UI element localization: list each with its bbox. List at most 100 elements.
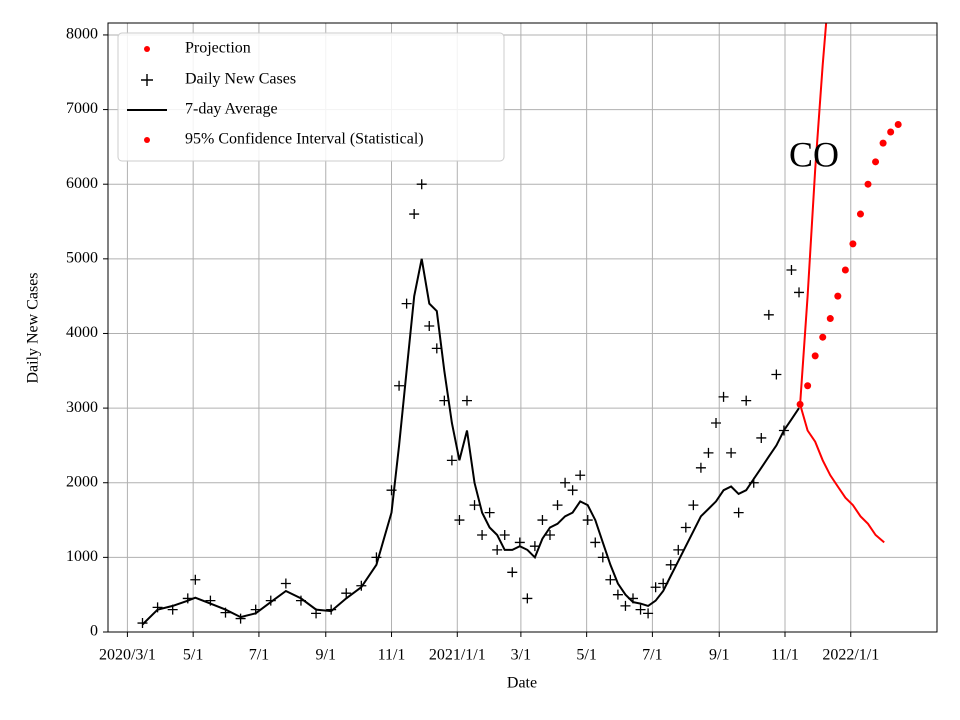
daily-case-marker <box>582 515 593 526</box>
daily-case-marker <box>726 447 737 458</box>
daily-case-marker <box>665 559 676 570</box>
average-line <box>141 258 800 626</box>
y-axis-label: Daily New Cases <box>25 272 42 383</box>
projection-point <box>856 210 864 218</box>
projection-point <box>819 333 827 341</box>
daily-case-marker <box>733 507 744 518</box>
projection-point <box>804 382 812 390</box>
daily-case-marker <box>484 507 495 518</box>
daily-case-marker <box>386 485 397 496</box>
daily-case-marker <box>763 309 774 320</box>
daily-case-marker <box>688 500 699 511</box>
daily-case-marker <box>786 265 797 276</box>
projection-point <box>864 180 872 188</box>
legend-swatch <box>144 46 150 52</box>
daily-case-marker <box>265 595 276 606</box>
x-tick-label: 11/1 <box>378 647 406 664</box>
daily-case-marker <box>650 582 661 593</box>
x-tick-label: 5/1 <box>183 647 203 664</box>
daily-case-marker <box>635 604 646 615</box>
daily-case-marker <box>794 287 805 298</box>
y-tick-label: 8000 <box>66 26 98 43</box>
legend-swatch <box>141 74 153 86</box>
daily-case-marker <box>643 608 654 619</box>
projection-point <box>887 128 895 136</box>
legend-box <box>117 32 505 162</box>
daily-case-marker <box>703 447 714 458</box>
legend-swatch <box>144 137 150 143</box>
daily-case-marker <box>182 593 193 604</box>
daily-case-marker <box>461 395 472 406</box>
x-tick-label: 5/1 <box>576 647 596 664</box>
daily-case-marker <box>394 380 405 391</box>
daily-case-marker <box>627 593 638 604</box>
projection-point <box>894 121 902 128</box>
daily-case-marker <box>439 395 450 406</box>
daily-case-marker <box>492 544 503 555</box>
ci-upper-line <box>799 23 828 405</box>
daily-case-marker <box>341 588 352 599</box>
daily-case-marker <box>431 343 442 354</box>
x-tick-label: 11/1 <box>771 647 799 664</box>
daily-case-marker <box>167 604 178 615</box>
annotation: CO <box>789 134 839 174</box>
daily-case-marker <box>152 602 163 613</box>
daily-case-marker <box>454 515 465 526</box>
x-tick-label: 9/1 <box>709 647 729 664</box>
daily-case-marker <box>205 595 216 606</box>
daily-case-marker <box>778 425 789 436</box>
daily-case-marker <box>567 485 578 496</box>
daily-case-marker <box>326 604 337 615</box>
x-tick-label: 2022/1/1 <box>822 647 879 664</box>
daily-case-marker <box>235 613 246 624</box>
daily-case-marker <box>416 179 427 190</box>
daily-case-marker <box>695 462 706 473</box>
daily-case-marker <box>741 395 752 406</box>
daily-case-marker <box>711 418 722 429</box>
x-tick-label: 2020/3/1 <box>99 647 156 664</box>
daily-case-marker <box>371 552 382 563</box>
x-axis-label: Date <box>507 675 537 692</box>
daily-case-marker <box>514 537 525 548</box>
daily-case-marker <box>356 580 367 591</box>
y-tick-label: 6000 <box>66 175 98 192</box>
projection-point <box>811 352 819 360</box>
daily-case-marker <box>771 369 782 380</box>
daily-case-marker <box>424 321 435 332</box>
daily-case-marker <box>446 455 457 466</box>
daily-case-marker <box>190 574 201 585</box>
projection-point <box>796 400 804 408</box>
daily-case-marker <box>250 604 261 615</box>
y-tick-label: 4000 <box>66 324 98 341</box>
daily-case-marker <box>507 567 518 578</box>
y-tick-label: 0 <box>90 623 98 640</box>
daily-case-marker <box>409 209 420 220</box>
daily-case-marker <box>756 432 767 443</box>
y-tick-label: 1000 <box>66 548 98 565</box>
daily-case-marker <box>137 618 148 629</box>
y-tick-label: 3000 <box>66 399 98 416</box>
daily-case-marker <box>499 529 510 540</box>
x-tick-label: 7/1 <box>642 647 662 664</box>
x-tick-label: 3/1 <box>511 647 531 664</box>
daily-case-marker <box>612 589 623 600</box>
daily-case-marker <box>537 515 548 526</box>
daily-case-marker <box>658 578 669 589</box>
daily-case-marker <box>220 607 231 618</box>
projection-point <box>879 139 887 147</box>
legend-label: 7-day Average <box>185 101 278 118</box>
daily-case-marker <box>401 298 412 309</box>
projection-point <box>872 158 880 166</box>
daily-case-marker <box>560 477 571 488</box>
x-tick-label: 7/1 <box>249 647 269 664</box>
ci-lower-line <box>799 404 885 544</box>
projection-point <box>834 292 842 300</box>
daily-case-marker <box>590 537 601 548</box>
y-tick-label: 5000 <box>66 250 98 267</box>
projection-point <box>841 266 849 274</box>
plot-area <box>137 23 902 629</box>
daily-case-marker <box>477 529 488 540</box>
daily-case-marker <box>544 529 555 540</box>
daily-case-marker <box>718 391 729 402</box>
